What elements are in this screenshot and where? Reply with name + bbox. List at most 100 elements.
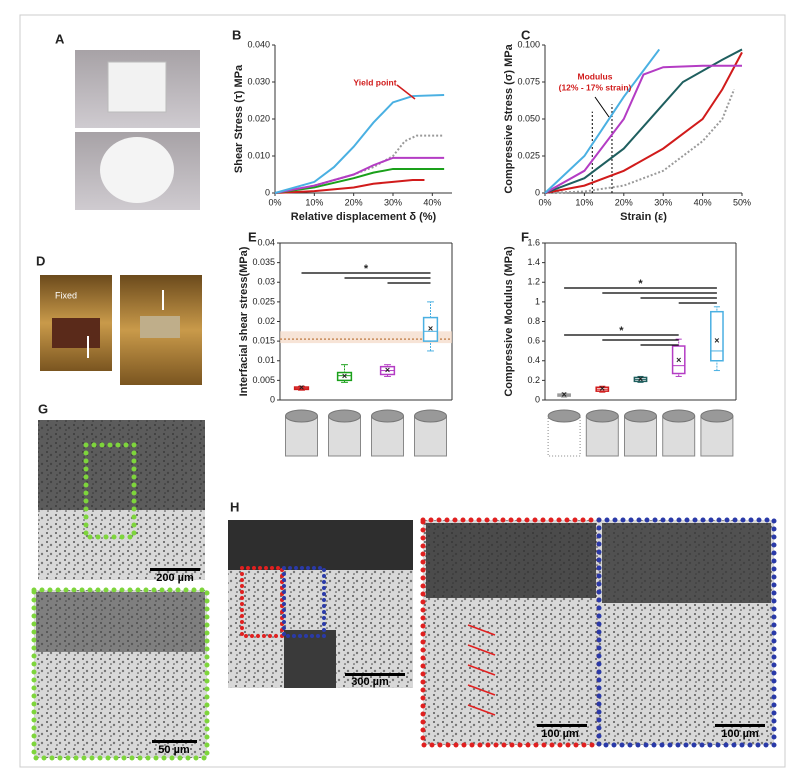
y-tick-label: 0 [535,394,540,404]
panel-label: C [521,27,531,42]
fibers [36,592,205,652]
y-tick-label: 0.4 [527,355,540,365]
panel-label: E [248,229,257,244]
panel-label: D [36,253,45,268]
scaffold [100,137,174,203]
y-axis-label: Compressive Modulus (MPa) [503,246,515,397]
annotation-arrow [594,96,610,118]
y-tick-label: 0.035 [252,257,275,267]
scale-label: 300 µm [351,676,389,688]
x-tick-label: 10% [575,197,593,207]
x-tick-label: 20% [615,197,633,207]
panel-label: G [38,401,48,416]
y-tick-label: 0 [270,394,275,404]
arrows [467,624,496,716]
y-axis-label: Compressive Stress (σ) MPa [503,43,515,193]
sample-icon-top [547,409,581,423]
fibers [602,523,771,603]
line-series [274,93,445,194]
box [671,345,686,375]
zoom-box [282,566,326,638]
y-tick-label: 0.005 [252,375,275,385]
x-axis-label: Strain (ε) [620,211,667,223]
y-tick-label: 0.030 [247,76,270,86]
sample-icon-top [700,409,734,423]
mean-marker: × [600,384,605,394]
mean-marker: × [714,336,719,346]
x-tick-label: 50% [733,197,751,207]
y-tick-label: 0 [535,187,540,197]
y-axis-label: Interfacial shear stress(MPa) [238,246,250,396]
y-tick-label: 0.04 [257,237,275,247]
panel-label: B [232,27,241,42]
sample-icon [414,415,447,457]
y-tick-label: 0.020 [247,113,270,123]
line-series [544,64,742,194]
sample-icon [547,415,581,457]
mean-marker: × [638,374,643,384]
line-series [274,167,445,194]
line-series [274,156,445,194]
y-tick-label: 0.6 [527,336,540,346]
x-tick-label: 20% [345,197,363,207]
sample-icon [285,415,318,457]
scale-bar [150,568,200,571]
sample-icon [662,415,696,457]
annotation-arrow [396,84,416,100]
panel-label: H [230,499,239,514]
scaffold [107,61,167,113]
panel-label: A [55,31,65,46]
line-series [544,48,743,194]
mean-marker: × [676,355,681,365]
y-tick-label: 1.4 [527,257,540,267]
zoom-box [83,442,137,540]
y-tick-label: 0.050 [517,113,540,123]
line-series [544,48,661,194]
x-tick-label: 0% [268,197,281,207]
scale-bar [537,724,587,727]
mean-marker: × [385,365,390,375]
frame [19,14,786,768]
scale-bar [715,724,765,727]
y-tick-label: 0.010 [247,150,270,160]
y-tick-label: 0.02 [257,316,275,326]
y-tick-label: 0.01 [257,355,275,365]
box [422,316,439,342]
y-tick-label: 0 [265,187,270,197]
x-tick-label: 30% [384,197,402,207]
x-tick-label: 10% [305,197,323,207]
fibers [426,523,596,598]
y-tick-label: 1.2 [527,277,540,287]
y-tick-label: 0.015 [252,336,275,346]
y-tick-label: 1.6 [527,237,540,247]
x-tick-label: 30% [654,197,672,207]
y-tick-label: 0.075 [517,76,540,86]
y-tick-label: 1 [535,296,540,306]
fibers [228,520,413,570]
x-tick-label: 40% [423,197,441,207]
line-series [544,51,743,194]
scale-label: 100 µm [721,728,759,740]
mean-marker: × [299,383,304,393]
void [284,630,336,688]
y-tick-label: 0.025 [517,150,540,160]
sample-icon-top [285,409,318,423]
annotation: Modulus [578,71,613,81]
y-tick-label: 0.100 [517,39,540,49]
sample [52,318,100,348]
mean-marker: × [342,371,347,381]
box [710,310,724,362]
x-tick-label: 40% [694,197,712,207]
sample-icon-top [624,409,657,423]
reference-band [280,331,452,344]
scale-label: 100 µm [541,728,579,740]
scale-label: 200 µm [156,572,194,584]
sample-icon-top [662,409,696,423]
fibers [38,420,205,510]
mean-marker: × [561,389,566,399]
y-tick-label: 0.040 [247,39,270,49]
scale-bar [345,673,405,676]
sample-icon-top [328,409,361,423]
